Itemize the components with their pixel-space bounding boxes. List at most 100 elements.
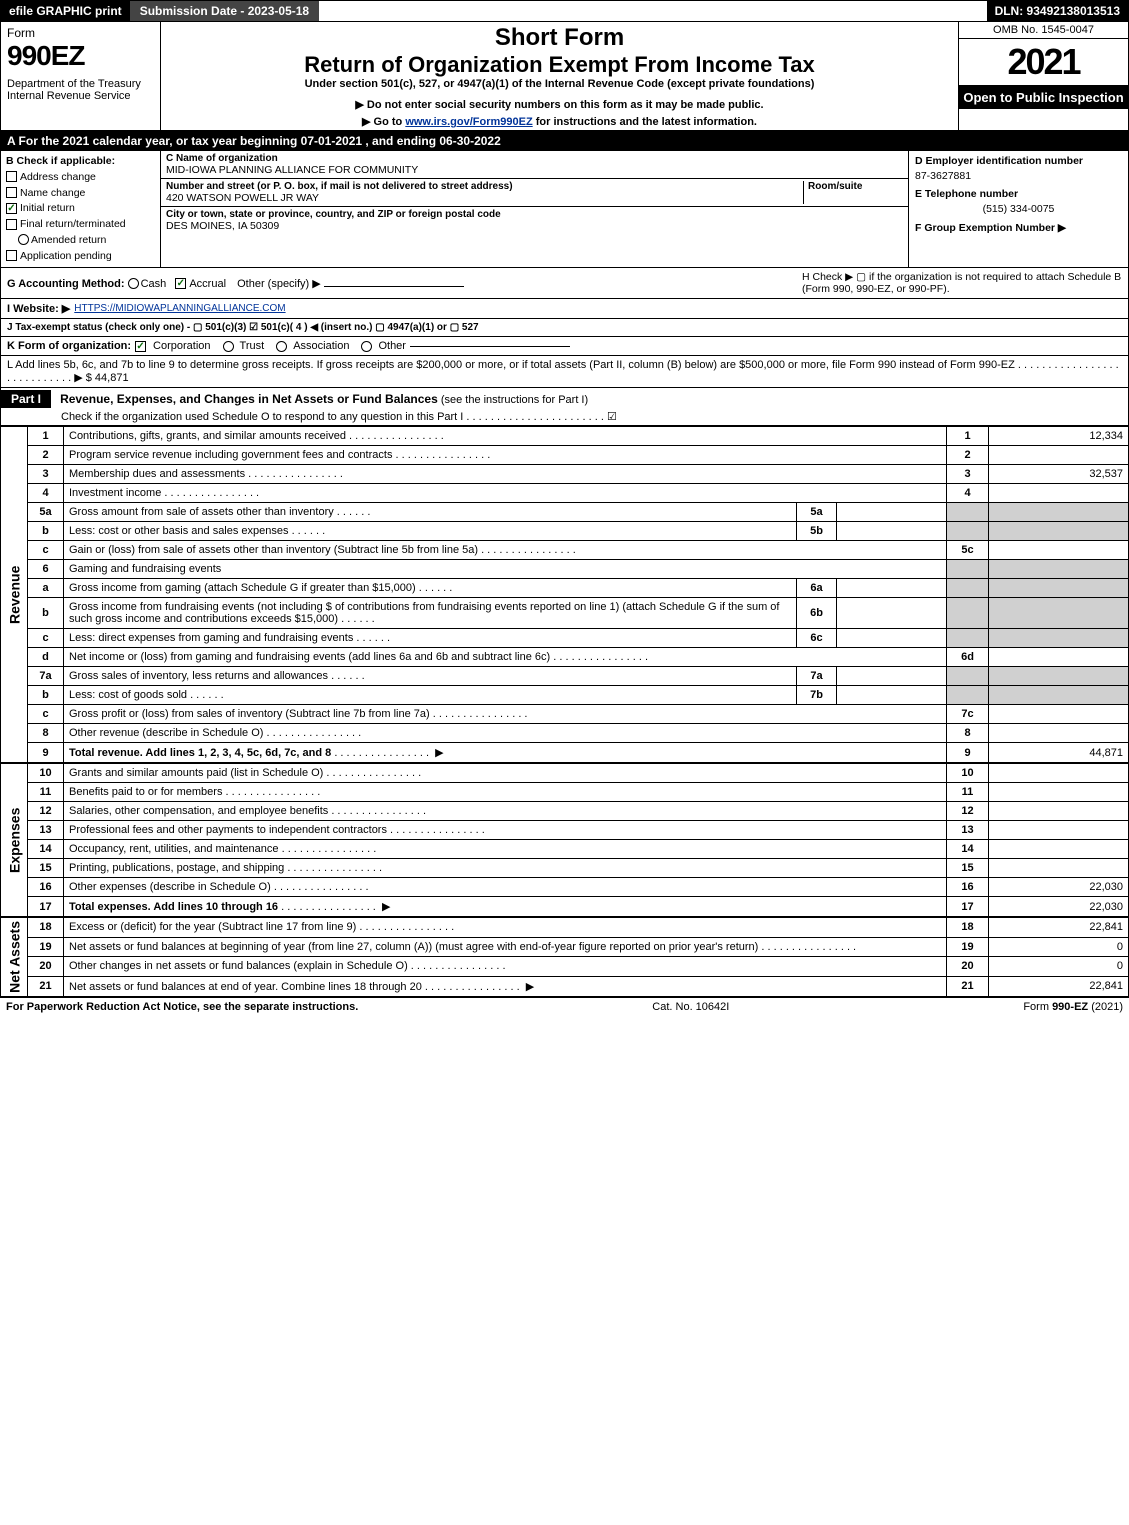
line-number: c: [28, 629, 64, 648]
initial-return-check[interactable]: [6, 203, 17, 214]
part-i-header: Part I Revenue, Expenses, and Changes in…: [0, 388, 1129, 426]
final-return-label: Final return/terminated: [20, 218, 126, 230]
sub-line-value: [837, 503, 947, 522]
line-desc: Gross sales of inventory, less returns a…: [64, 667, 797, 686]
line-row: 15Printing, publications, postage, and s…: [1, 859, 1129, 878]
sub-line-value: [837, 629, 947, 648]
c-room-label: Room/suite: [808, 181, 903, 192]
footer-right-pre: Form: [1023, 1001, 1052, 1013]
line-num-col: [947, 667, 989, 686]
line-desc: Gross amount from sale of assets other t…: [64, 503, 797, 522]
line-value: 44,871: [989, 743, 1129, 763]
k-other-input[interactable]: [410, 346, 570, 347]
line-desc: Net assets or fund balances at end of ye…: [64, 976, 947, 997]
row-l-gross-receipts: L Add lines 5b, 6c, and 7b to line 9 to …: [0, 356, 1129, 388]
line-num-col: [947, 579, 989, 598]
sub-line-number: 5b: [797, 522, 837, 541]
line-value: [989, 686, 1129, 705]
line-number: 10: [28, 764, 64, 783]
part-i-paren: (see the instructions for Part I): [441, 394, 588, 406]
line-num-col: [947, 598, 989, 629]
line-value: 22,030: [989, 897, 1129, 917]
goto-link[interactable]: www.irs.gov/Form990EZ: [405, 116, 532, 128]
k-trust-radio[interactable]: [223, 341, 234, 352]
app-pending-check[interactable]: [6, 250, 17, 261]
line-desc: Less: cost or other basis and sales expe…: [64, 522, 797, 541]
part-i-sub: Check if the organization used Schedule …: [1, 410, 1128, 425]
phone-value: (515) 334-0075: [915, 202, 1122, 217]
line-number: 9: [28, 743, 64, 763]
d-ein-label: D Employer identification number: [915, 154, 1122, 169]
final-return-check[interactable]: [6, 219, 17, 230]
netassets-table: Net Assets18Excess or (deficit) for the …: [0, 917, 1129, 997]
line-row: 6Gaming and fundraising events: [1, 560, 1129, 579]
form-number: 990EZ: [7, 40, 154, 72]
line-number: 1: [28, 427, 64, 446]
line-desc: Investment income . . . . . . . . . . . …: [64, 484, 947, 503]
row-k-form-org: K Form of organization: Corporation Trus…: [0, 337, 1129, 356]
website-link[interactable]: HTTPS://MIDIOWAPLANNINGALLIANCE.COM: [74, 303, 285, 314]
line-row: 4Investment income . . . . . . . . . . .…: [1, 484, 1129, 503]
j-text: J Tax-exempt status (check only one) - ▢…: [7, 322, 479, 333]
sub-line-value: [837, 598, 947, 629]
goto-line: ▶ Go to www.irs.gov/Form990EZ for instru…: [167, 115, 952, 128]
row-a-period: A For the 2021 calendar year, or tax yea…: [0, 131, 1129, 151]
omb-number: OMB No. 1545-0047: [959, 22, 1128, 39]
b-label: B Check if applicable:: [6, 154, 155, 170]
line-row: 7aGross sales of inventory, less returns…: [1, 667, 1129, 686]
line-number: d: [28, 648, 64, 667]
line-num-col: 3: [947, 465, 989, 484]
line-num-col: 12: [947, 802, 989, 821]
line-row: 9Total revenue. Add lines 1, 2, 3, 4, 5c…: [1, 743, 1129, 763]
line-desc: Gaming and fundraising events: [64, 560, 947, 579]
g-cash-radio[interactable]: [128, 278, 139, 289]
line-desc: Benefits paid to or for members . . . . …: [64, 783, 947, 802]
org-name: MID-IOWA PLANNING ALLIANCE FOR COMMUNITY: [166, 164, 903, 176]
line-desc: Membership dues and assessments . . . . …: [64, 465, 947, 484]
name-change-check[interactable]: [6, 187, 17, 198]
open-inspection: Open to Public Inspection: [959, 86, 1128, 109]
g-accrual-check[interactable]: [175, 278, 186, 289]
line-row: 8Other revenue (describe in Schedule O) …: [1, 724, 1129, 743]
line-num-col: 14: [947, 840, 989, 859]
line-desc: Total revenue. Add lines 1, 2, 3, 4, 5c,…: [64, 743, 947, 763]
line-value: 0: [989, 957, 1129, 976]
line-number: 2: [28, 446, 64, 465]
line-num-col: 13: [947, 821, 989, 840]
k-corp-check[interactable]: [135, 341, 146, 352]
line-value: 22,841: [989, 976, 1129, 997]
line-desc: Total expenses. Add lines 10 through 16 …: [64, 897, 947, 917]
line-num-col: 15: [947, 859, 989, 878]
amended-return-radio[interactable]: [18, 234, 29, 245]
sub-line-number: 6a: [797, 579, 837, 598]
side-label: Expenses: [1, 764, 28, 917]
line-num-col: 17: [947, 897, 989, 917]
line-desc: Excess or (deficit) for the year (Subtra…: [64, 918, 947, 937]
line-num-col: 10: [947, 764, 989, 783]
k-corp-label: Corporation: [153, 340, 210, 352]
line-desc: Gross income from gaming (attach Schedul…: [64, 579, 797, 598]
line-num-col: [947, 629, 989, 648]
line-row: bLess: cost of goods sold . . . . . .7b: [1, 686, 1129, 705]
line-row: bLess: cost or other basis and sales exp…: [1, 522, 1129, 541]
line-value: [989, 503, 1129, 522]
line-row: 13Professional fees and other payments t…: [1, 821, 1129, 840]
line-desc: Less: direct expenses from gaming and fu…: [64, 629, 797, 648]
line-desc: Printing, publications, postage, and shi…: [64, 859, 947, 878]
line-row: aGross income from gaming (attach Schedu…: [1, 579, 1129, 598]
line-desc: Less: cost of goods sold . . . . . .: [64, 686, 797, 705]
line-number: 6: [28, 560, 64, 579]
sub-line-value: [837, 667, 947, 686]
line-num-col: 6d: [947, 648, 989, 667]
k-assoc-label: Association: [293, 340, 349, 352]
addr-change-check[interactable]: [6, 171, 17, 182]
sub-line-number: 5a: [797, 503, 837, 522]
line-number: b: [28, 522, 64, 541]
line-number: a: [28, 579, 64, 598]
k-other-radio[interactable]: [361, 341, 372, 352]
g-other-input[interactable]: [324, 286, 464, 287]
k-assoc-radio[interactable]: [276, 341, 287, 352]
line-desc: Net assets or fund balances at beginning…: [64, 937, 947, 956]
line-row: 2Program service revenue including gover…: [1, 446, 1129, 465]
side-label: Net Assets: [1, 918, 28, 997]
